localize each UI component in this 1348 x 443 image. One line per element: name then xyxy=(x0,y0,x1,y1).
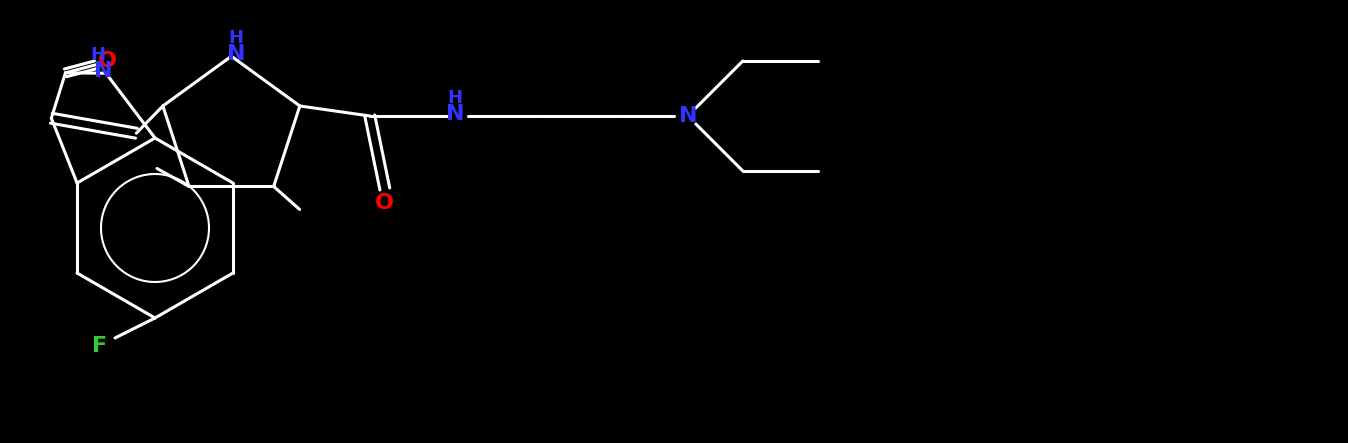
Text: H: H xyxy=(229,29,244,47)
Text: H: H xyxy=(90,46,105,64)
Text: N: N xyxy=(226,44,245,64)
Text: O: O xyxy=(375,193,395,213)
Text: F: F xyxy=(93,336,108,356)
Text: N: N xyxy=(93,61,112,81)
Text: N: N xyxy=(678,106,697,126)
Text: N: N xyxy=(446,104,464,124)
Text: H: H xyxy=(448,89,462,107)
Text: O: O xyxy=(98,51,117,71)
